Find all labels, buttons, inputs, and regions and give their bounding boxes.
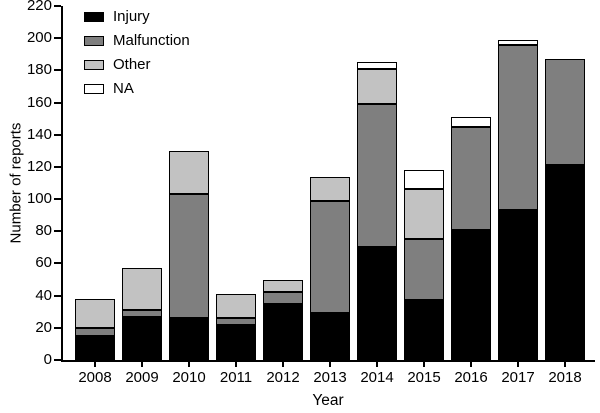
x-tick bbox=[141, 361, 143, 367]
legend-label: Malfunction bbox=[113, 32, 190, 49]
y-tick-label: 100 bbox=[26, 190, 52, 208]
y-tick bbox=[54, 37, 61, 40]
bar-segment-na-2015 bbox=[404, 170, 444, 190]
x-tick-label: 2018 bbox=[548, 369, 582, 386]
x-tick bbox=[564, 361, 566, 367]
y-tick bbox=[54, 69, 61, 72]
bar-segment-injury-2010 bbox=[169, 318, 209, 360]
y-tick-label: 140 bbox=[26, 125, 52, 143]
y-tick bbox=[54, 101, 61, 104]
y-tick bbox=[54, 133, 61, 136]
x-tick-label: 2015 bbox=[407, 369, 441, 386]
bar-segment-injury-2009 bbox=[122, 316, 162, 360]
y-tick bbox=[54, 198, 61, 201]
y-tick-label: 80 bbox=[35, 222, 52, 240]
legend-item-other: Other bbox=[84, 56, 190, 73]
x-tick-label: 2010 bbox=[172, 369, 206, 386]
bar-segment-malfunction-2012 bbox=[263, 292, 303, 304]
bar-segment-malfunction-2010 bbox=[169, 194, 209, 319]
bar-segment-other-2010 bbox=[169, 150, 209, 195]
bar-segment-injury-2015 bbox=[404, 300, 444, 360]
bar-segment-malfunction-2016 bbox=[451, 126, 491, 230]
x-tick bbox=[423, 361, 425, 367]
bar-segment-injury-2018 bbox=[545, 165, 585, 360]
bar-segment-other-2008 bbox=[75, 298, 115, 328]
y-tick bbox=[54, 326, 61, 329]
x-tick bbox=[235, 361, 237, 367]
x-tick bbox=[188, 361, 190, 367]
bar-segment-na-2017 bbox=[498, 39, 538, 45]
legend-item-na: NA bbox=[84, 80, 190, 97]
y-axis-title: Number of reports bbox=[7, 122, 25, 244]
bar-segment-other-2014 bbox=[357, 68, 397, 105]
malfunction-swatch-icon bbox=[84, 35, 104, 46]
bar-segment-na-2014 bbox=[357, 62, 397, 69]
x-tick-label: 2009 bbox=[125, 369, 159, 386]
x-tick-label: 2014 bbox=[360, 369, 394, 386]
y-tick-label: 120 bbox=[26, 157, 52, 175]
bar-segment-other-2011 bbox=[216, 294, 256, 319]
bar-segment-injury-2017 bbox=[498, 210, 538, 360]
legend-label: NA bbox=[113, 80, 134, 97]
x-tick-label: 2008 bbox=[78, 369, 112, 386]
bar-segment-malfunction-2014 bbox=[357, 104, 397, 248]
x-tick bbox=[329, 361, 331, 367]
x-tick-label: 2011 bbox=[219, 369, 253, 386]
bar-segment-malfunction-2009 bbox=[122, 310, 162, 317]
y-tick bbox=[54, 230, 61, 233]
bar-segment-malfunction-2017 bbox=[498, 44, 538, 211]
legend-label: Other bbox=[113, 56, 151, 73]
bar-segment-na-2016 bbox=[451, 117, 491, 127]
x-tick bbox=[282, 361, 284, 367]
x-tick bbox=[94, 361, 96, 367]
y-tick bbox=[54, 5, 61, 7]
y-tick-label: 20 bbox=[35, 318, 52, 336]
y-tick-label: 0 bbox=[43, 351, 52, 368]
x-tick bbox=[376, 361, 378, 367]
y-tick-label: 200 bbox=[26, 29, 52, 47]
y-tick bbox=[54, 294, 61, 297]
bar-segment-malfunction-2018 bbox=[545, 59, 585, 166]
y-tick-label: 180 bbox=[26, 61, 52, 79]
y-tick bbox=[54, 262, 61, 265]
y-tick-label: 40 bbox=[35, 286, 52, 304]
legend-item-malfunction: Malfunction bbox=[84, 32, 190, 49]
bar-segment-injury-2012 bbox=[263, 303, 303, 360]
legend-item-injury: Injury bbox=[84, 8, 190, 25]
bar-segment-other-2009 bbox=[122, 268, 162, 311]
y-tick-label: 60 bbox=[35, 254, 52, 272]
bar-segment-injury-2011 bbox=[216, 324, 256, 360]
plot-area: 0 20 40 60 80 100 120 140 160 180 200 220 2008 2009 20… bbox=[27, 0, 595, 386]
bar-segment-injury-2008 bbox=[75, 335, 115, 360]
legend-label: Injury bbox=[113, 8, 150, 25]
y-tick-label: 160 bbox=[26, 93, 52, 111]
bar-segment-other-2013 bbox=[310, 176, 350, 201]
bar-segment-malfunction-2013 bbox=[310, 200, 350, 314]
y-tick bbox=[54, 359, 61, 361]
bar-segment-other-2012 bbox=[263, 279, 303, 293]
other-swatch-icon bbox=[84, 59, 104, 70]
legend: Injury Malfunction Other NA bbox=[84, 8, 190, 104]
na-swatch-icon bbox=[84, 83, 104, 94]
x-tick-label: 2012 bbox=[266, 369, 300, 386]
x-tick bbox=[470, 361, 472, 367]
bar-segment-malfunction-2015 bbox=[404, 239, 444, 301]
bar-segment-injury-2016 bbox=[451, 229, 491, 360]
x-tick-label: 2017 bbox=[501, 369, 535, 386]
bar-segment-malfunction-2011 bbox=[216, 318, 256, 325]
x-tick-label: 2016 bbox=[454, 369, 488, 386]
bar-segment-injury-2013 bbox=[310, 313, 350, 360]
bar-segment-other-2015 bbox=[404, 189, 444, 240]
x-tick bbox=[517, 361, 519, 367]
injury-swatch-icon bbox=[84, 11, 104, 22]
x-tick-label: 2013 bbox=[313, 369, 347, 386]
bar-segment-malfunction-2008 bbox=[75, 327, 115, 336]
y-tick bbox=[54, 165, 61, 168]
y-tick-label: 220 bbox=[26, 0, 52, 14]
bar-segment-injury-2014 bbox=[357, 247, 397, 360]
x-axis-title: Year bbox=[312, 392, 344, 409]
